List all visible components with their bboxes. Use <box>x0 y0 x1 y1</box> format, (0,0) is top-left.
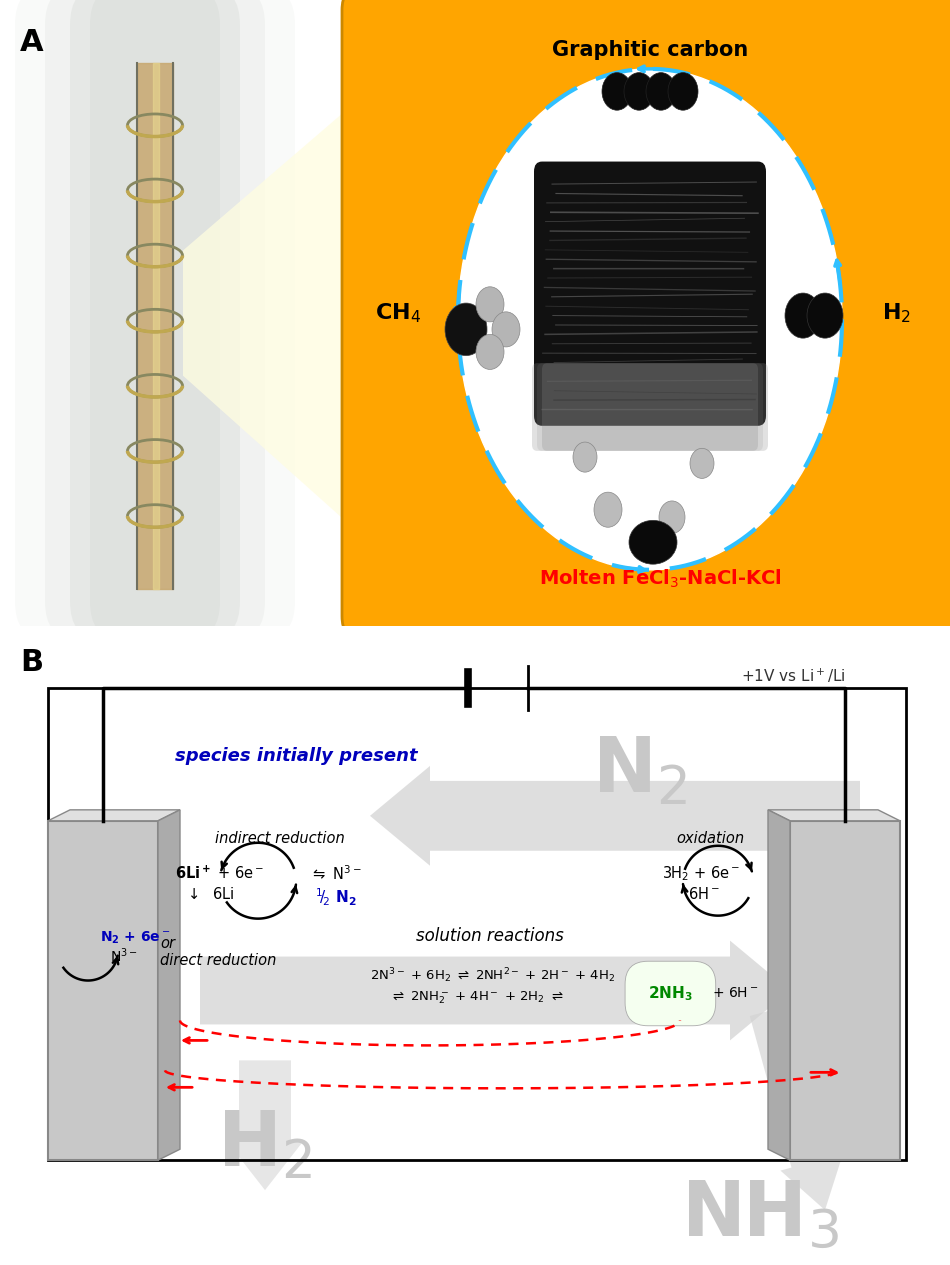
Circle shape <box>624 72 654 110</box>
Circle shape <box>602 72 632 110</box>
FancyBboxPatch shape <box>537 363 763 450</box>
FancyArrow shape <box>750 1004 843 1211</box>
Circle shape <box>594 492 622 528</box>
FancyArrow shape <box>370 765 860 865</box>
FancyArrow shape <box>200 941 790 1040</box>
Text: N$_2$: N$_2$ <box>593 734 688 808</box>
Text: direct reduction: direct reduction <box>160 953 276 968</box>
Text: A: A <box>20 28 44 57</box>
Text: 3H$_2$ + 6e$^-$: 3H$_2$ + 6e$^-$ <box>662 864 740 883</box>
FancyBboxPatch shape <box>45 0 265 639</box>
FancyBboxPatch shape <box>15 0 295 639</box>
Ellipse shape <box>629 520 677 564</box>
Circle shape <box>573 441 597 472</box>
Text: +1V vs Li$^+$/Li: +1V vs Li$^+$/Li <box>740 667 845 686</box>
FancyBboxPatch shape <box>70 0 240 639</box>
Text: species initially present: species initially present <box>175 746 418 765</box>
Text: 2N$^{3-}$ + 6H$_2$ $\rightleftharpoons$ 2NH$^{2-}$ + 2H$^-$ + 4H$_2$: 2N$^{3-}$ + 6H$_2$ $\rightleftharpoons$ … <box>370 966 616 985</box>
FancyBboxPatch shape <box>532 363 758 450</box>
Polygon shape <box>768 810 900 821</box>
Circle shape <box>690 448 714 478</box>
Ellipse shape <box>458 68 842 569</box>
Text: $\downarrow$  6Li: $\downarrow$ 6Li <box>185 886 235 902</box>
Text: H$_2$: H$_2$ <box>883 301 912 325</box>
Polygon shape <box>158 810 180 1160</box>
FancyBboxPatch shape <box>342 0 950 639</box>
Circle shape <box>668 72 698 110</box>
Text: NH$_3$: NH$_3$ <box>681 1178 839 1252</box>
Text: $\mathbf{2NH_3}$: $\mathbf{2NH_3}$ <box>648 984 693 1003</box>
Text: $\rightleftharpoons$ 2NH$_2^-$ + 4H$^-$ + 2H$_2$ $\rightleftharpoons$: $\rightleftharpoons$ 2NH$_2^-$ + 4H$^-$ … <box>390 989 563 1006</box>
Circle shape <box>807 293 843 338</box>
Polygon shape <box>183 94 365 539</box>
FancyBboxPatch shape <box>789 821 901 1160</box>
Text: $\mathbf{N_2}$ + 6e$^-$: $\mathbf{N_2}$ + 6e$^-$ <box>100 930 170 946</box>
Text: Molten FeCl$_3$-NaCl-KCl: Molten FeCl$_3$-NaCl-KCl <box>539 568 782 589</box>
FancyBboxPatch shape <box>48 821 159 1160</box>
FancyArrow shape <box>226 1060 304 1190</box>
Text: B: B <box>20 648 43 677</box>
FancyBboxPatch shape <box>542 363 768 450</box>
Polygon shape <box>48 810 180 821</box>
Text: N$^{3-}$: N$^{3-}$ <box>110 946 138 965</box>
Text: $\leftrightharpoons$ N$^{3-}$: $\leftrightharpoons$ N$^{3-}$ <box>310 864 362 883</box>
Circle shape <box>476 287 504 321</box>
Text: + 6H$^-$: + 6H$^-$ <box>712 987 758 1001</box>
Text: Graphitic carbon: Graphitic carbon <box>552 40 749 59</box>
FancyBboxPatch shape <box>534 162 766 426</box>
Text: H$_2$: H$_2$ <box>218 1108 313 1183</box>
Circle shape <box>646 72 676 110</box>
Text: $\mathbf{6Li^+}$ + 6e$^-$: $\mathbf{6Li^+}$ + 6e$^-$ <box>175 865 264 883</box>
Text: oxidation: oxidation <box>676 831 744 846</box>
Circle shape <box>659 501 685 534</box>
Circle shape <box>785 293 821 338</box>
Text: CH$_4$: CH$_4$ <box>375 301 421 325</box>
Circle shape <box>476 334 504 369</box>
Text: indirect reduction: indirect reduction <box>215 831 345 846</box>
Polygon shape <box>768 810 790 1160</box>
Text: $^{1}\!/\!_{2}$ $\mathbf{N_2}$: $^{1}\!/\!_{2}$ $\mathbf{N_2}$ <box>315 887 356 908</box>
Text: 6H$^-$: 6H$^-$ <box>688 886 720 902</box>
Circle shape <box>445 304 487 355</box>
FancyBboxPatch shape <box>90 0 220 639</box>
Circle shape <box>492 312 520 347</box>
Text: or: or <box>160 936 175 951</box>
Text: solution reactions: solution reactions <box>416 926 564 945</box>
